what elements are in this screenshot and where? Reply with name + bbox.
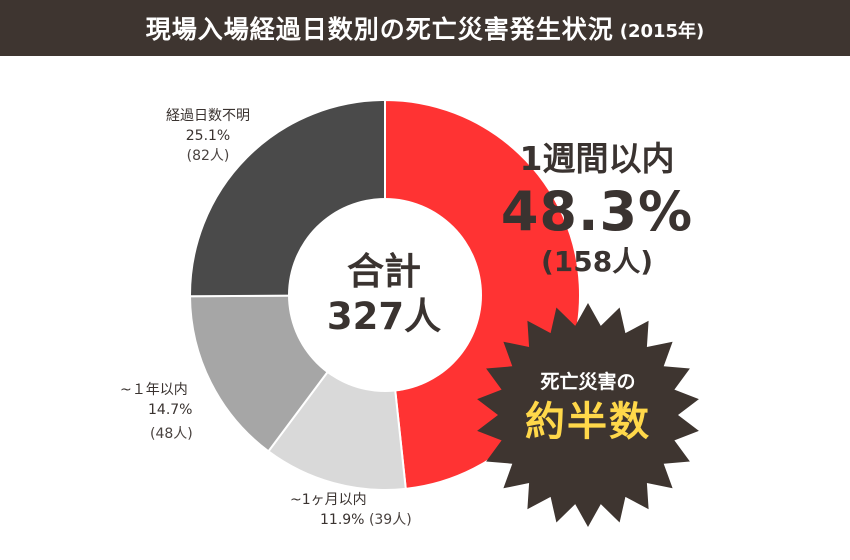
title-bar: 現場入場経過日数別の死亡災害発生状況 (2015年)	[0, 0, 850, 56]
slice-label-unknown: 経過日数不明 25.1% (82人)	[166, 106, 250, 166]
slice-percent: 11.9%	[320, 512, 365, 528]
center-total: 327人	[326, 295, 442, 338]
center-label: 合計 327人	[300, 250, 468, 340]
chart-title: 現場入場経過日数別の死亡災害発生状況	[145, 15, 614, 44]
slice-label-1month: ~1ヶ月以内 11.9% (39人)	[290, 490, 412, 530]
callout-text: 死亡災害の 約半数	[488, 368, 688, 448]
slice-count: (158人)	[540, 245, 654, 278]
callout-line2: 約半数	[525, 399, 651, 445]
slice-name: ~1ヶ月以内	[290, 492, 367, 508]
slice-name: 1週間以内	[519, 139, 675, 178]
slice-percent: 14.7%	[148, 402, 193, 418]
callout-line1: 死亡災害の	[540, 371, 636, 393]
slice-count: (48人)	[150, 426, 193, 442]
center-title: 合計	[347, 250, 421, 293]
slice-count: (39人)	[368, 512, 412, 528]
slice-count: (82人)	[186, 148, 230, 164]
slice-label-1week: 1週間以内 48.3% (158人)	[492, 138, 702, 280]
slice-label-1year: ~１年以内 14.7% (48人)	[120, 380, 193, 444]
slice-name: ~１年以内	[120, 382, 188, 398]
starburst-badge	[477, 303, 699, 527]
chart-year: (2015年)	[619, 21, 705, 42]
slice-percent: 48.3%	[500, 180, 694, 243]
slice-percent: 25.1%	[185, 128, 231, 144]
donut-hole	[288, 198, 482, 392]
slice-name: 経過日数不明	[166, 108, 250, 124]
